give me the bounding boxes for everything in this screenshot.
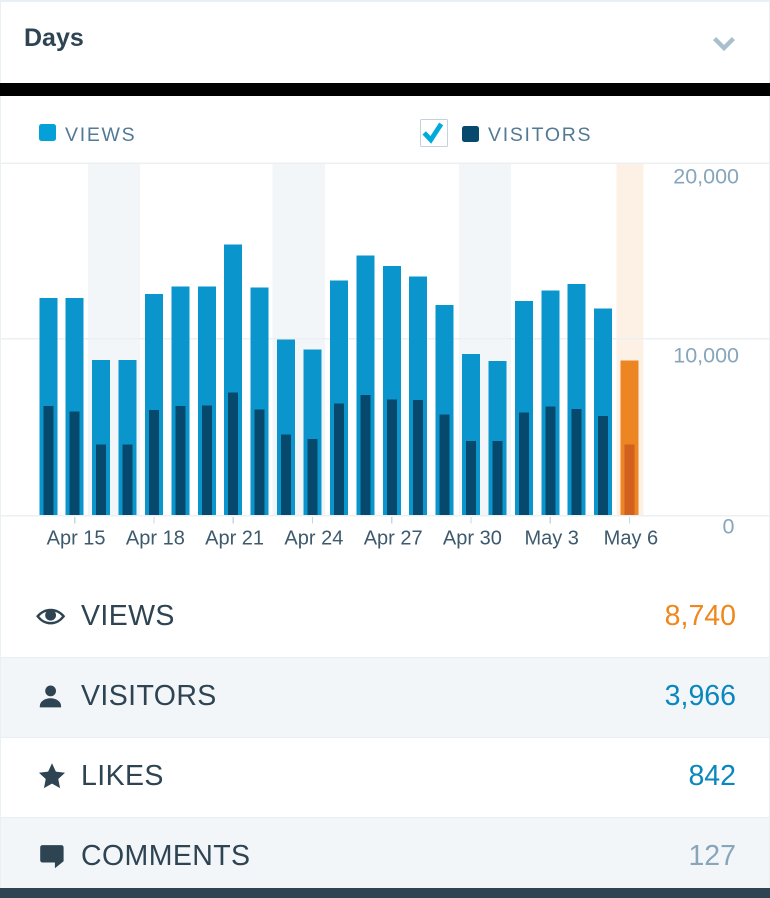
svg-text:Apr 21: Apr 21 — [205, 527, 264, 549]
svg-text:May 6: May 6 — [604, 527, 658, 549]
svg-text:0: 0 — [723, 515, 735, 539]
svg-text:10,000: 10,000 — [673, 344, 739, 368]
svg-text:Apr 30: Apr 30 — [443, 527, 502, 549]
svg-text:May 3: May 3 — [524, 527, 578, 549]
svg-text:Apr 15: Apr 15 — [47, 527, 106, 549]
svg-text:Apr 27: Apr 27 — [364, 527, 423, 549]
svg-text:Apr 18: Apr 18 — [126, 527, 185, 549]
svg-text:Apr 24: Apr 24 — [284, 527, 343, 549]
svg-text:20,000: 20,000 — [673, 165, 739, 189]
